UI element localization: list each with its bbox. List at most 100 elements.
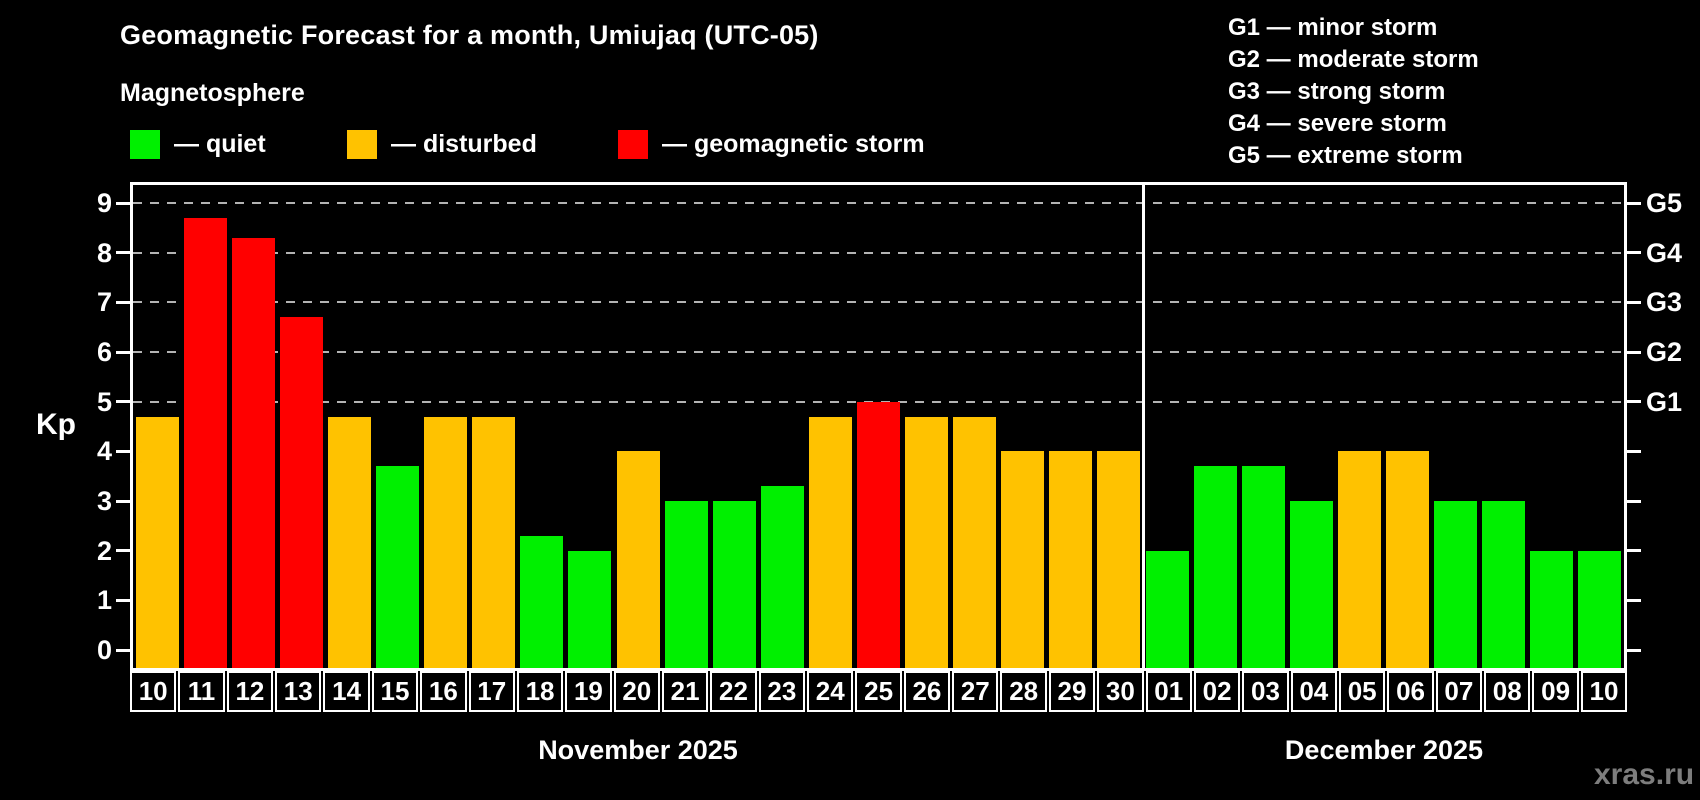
kp-bar-day-10	[135, 416, 179, 668]
right-tick-kp7	[1627, 300, 1641, 304]
g2-legend-line: G2 — moderate storm	[1228, 46, 1479, 73]
kp-bar-day-07	[1434, 501, 1478, 668]
kp-bar-day-19	[568, 550, 612, 668]
kp-bar-day-09	[1530, 550, 1574, 668]
kp-bar-day-05	[1337, 451, 1381, 668]
right-tick-kp0	[1627, 648, 1641, 652]
left-tick-kp6	[116, 350, 130, 354]
left-tick-kp9	[116, 201, 130, 205]
right-tick-kp5	[1627, 400, 1641, 404]
kp-bar-day-29	[1049, 451, 1093, 668]
kp-bar-day-18	[520, 535, 564, 668]
right-tick-kp2	[1627, 549, 1641, 553]
g4-legend-line: G4 — severe storm	[1228, 110, 1447, 137]
y-tick-label-8: 8	[96, 237, 112, 268]
month-label-november: November 2025	[538, 735, 738, 765]
right-tick-kp1	[1627, 598, 1641, 602]
kp-bar-day-01	[1145, 550, 1189, 668]
gridline-kp7	[133, 301, 1624, 304]
g3-legend-line: G3 — strong storm	[1228, 78, 1446, 105]
legend-disturbed-label: — disturbed	[391, 130, 537, 158]
right-axis-label-g5: G5	[1646, 188, 1683, 218]
day-label: 15	[371, 671, 419, 712]
day-label: 07	[1435, 671, 1483, 712]
disturbed-color-swatch	[347, 130, 377, 159]
kp-bar-day-28	[1001, 451, 1045, 668]
y-tick-label-9: 9	[96, 188, 112, 218]
y-tick-label-0: 0	[96, 635, 112, 665]
day-label: 06	[1387, 671, 1434, 712]
day-label: 11	[178, 671, 225, 712]
y-tick-label-3: 3	[96, 486, 112, 516]
day-label: 10	[1580, 671, 1628, 712]
kp-bar-day-02	[1193, 466, 1237, 668]
day-label: 19	[565, 671, 612, 712]
left-tick-kp7	[116, 300, 130, 304]
kp-bar-day-04	[1289, 501, 1333, 668]
kp-bar-day-10	[1578, 550, 1622, 668]
gridline-kp5	[133, 400, 1624, 403]
day-label: 20	[613, 671, 660, 712]
day-label: 18	[516, 671, 564, 712]
day-label: 14	[323, 671, 370, 712]
legend-storm-label: — geomagnetic storm	[662, 130, 925, 158]
kp-bar-day-30	[1097, 451, 1141, 668]
day-label: 05	[1338, 671, 1386, 712]
day-label: 12	[226, 671, 274, 712]
kp-bar-day-20	[616, 451, 660, 668]
day-label: 03	[1242, 671, 1289, 712]
kp-bar-day-21	[664, 501, 708, 668]
month-label-december: December 2025	[1284, 735, 1484, 765]
kp-bar-day-14	[327, 416, 371, 668]
day-label: 04	[1290, 671, 1337, 712]
g-scale-legend: G1 — minor storm G2 — moderate storm G3 …	[1228, 12, 1479, 172]
gridline-kp6	[133, 351, 1624, 353]
day-label: 13	[275, 671, 322, 712]
day-label: 26	[903, 671, 951, 712]
legend-item-quiet: — quiet	[130, 130, 266, 159]
kp-bar-day-23	[760, 486, 804, 668]
right-tick-kp9	[1627, 201, 1641, 205]
day-label: 16	[420, 671, 467, 712]
y-tick-label-1: 1	[96, 585, 112, 616]
day-label: 23	[758, 671, 806, 712]
magnetosphere-subtitle: Magnetosphere	[120, 79, 305, 107]
day-label: 24	[807, 671, 854, 712]
kp-bar-day-17	[472, 416, 516, 668]
right-tick-kp4	[1627, 449, 1641, 453]
chart-plot-frame	[130, 182, 1627, 671]
kp-bar-day-06	[1386, 451, 1430, 668]
right-tick-kp3	[1627, 499, 1641, 503]
kp-bar-day-15	[376, 466, 420, 668]
left-tick-kp0	[116, 648, 130, 652]
day-label: 28	[1000, 671, 1047, 712]
day-labels-row: 10 11 12 13 14 15 16 17 18 19 20 21 22 23 24 25 26 27 28 29…	[130, 671, 1628, 712]
left-tick-kp4	[116, 449, 130, 453]
left-tick-kp3	[116, 499, 130, 503]
kp-bar-day-26	[905, 416, 949, 668]
right-axis-label-g4: G4	[1646, 237, 1683, 268]
day-label: 08	[1484, 671, 1531, 712]
right-tick-kp8	[1627, 251, 1641, 255]
right-tick-kp6	[1627, 350, 1641, 354]
left-tick-kp5	[116, 400, 130, 404]
kp-bar-day-12	[231, 237, 275, 668]
page-title: Geomagnetic Forecast for a month, Umiuja…	[120, 20, 819, 50]
kp-bar-day-27	[953, 416, 997, 668]
g1-legend-line: G1 — minor storm	[1228, 14, 1438, 41]
kp-bar-day-22	[712, 501, 756, 668]
right-axis-label-g1: G1	[1646, 386, 1683, 417]
left-tick-kp8	[116, 251, 130, 255]
legend-quiet-label: — quiet	[174, 130, 266, 158]
kp-bar-day-24	[808, 416, 852, 668]
day-label: 21	[661, 671, 709, 712]
storm-color-swatch	[618, 130, 648, 159]
xras-watermark: xras.ru	[1594, 758, 1695, 791]
y-tick-label-2: 2	[96, 535, 112, 566]
day-label: 09	[1532, 671, 1579, 712]
day-label: 22	[710, 671, 757, 712]
gridline-kp9	[133, 202, 1624, 204]
kp-bar-day-25	[857, 401, 900, 668]
day-label: 17	[468, 671, 515, 712]
legend-item-storm: — geomagnetic storm	[618, 130, 925, 159]
